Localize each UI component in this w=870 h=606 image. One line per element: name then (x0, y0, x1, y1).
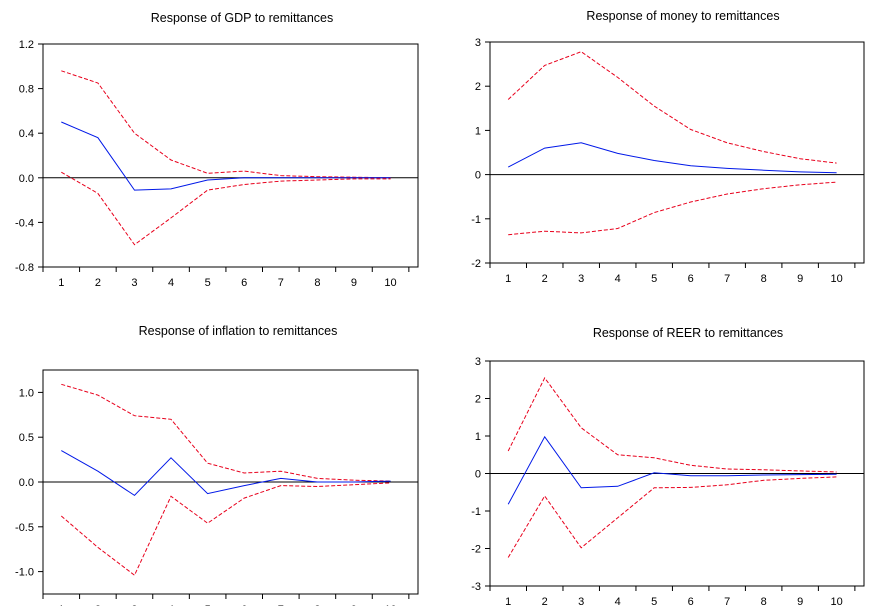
x-tick-label: 6 (241, 604, 247, 606)
x-tick-label: 3 (578, 273, 584, 285)
x-tick-label: 4 (168, 604, 174, 606)
x-tick-label: 9 (351, 277, 357, 289)
series-line-response (61, 121, 391, 191)
x-tick-label: 1 (505, 273, 511, 285)
x-tick-label: 9 (351, 604, 357, 606)
x-tick-label: 10 (384, 604, 396, 606)
chart-title: Response of REER to remittances (593, 326, 783, 340)
series-line-upper (61, 70, 391, 179)
y-tick-label: 1.2 (19, 39, 34, 51)
series-line-upper (507, 376, 837, 473)
y-tick-label: 2 (475, 394, 481, 406)
series-line-response (61, 450, 391, 497)
series-line-upper (507, 51, 837, 164)
x-tick-label: 7 (278, 277, 284, 289)
y-tick-label: -0.5 (15, 522, 34, 534)
y-tick-label: 0.5 (19, 432, 34, 444)
y-tick-label: 0.0 (19, 173, 34, 185)
chart-panel-4: Response of REER to remittances -3 -2 -1 0 1 2… (471, 326, 865, 606)
x-tick-label: 7 (724, 596, 730, 606)
x-tick-label: 6 (241, 277, 247, 289)
y-tick-label: 1.0 (19, 387, 34, 399)
x-tick-label: 2 (95, 604, 101, 606)
y-tick-label: -2 (471, 258, 481, 270)
x-tick-label: 8 (761, 596, 767, 606)
chart-panel-1: Response of GDP to remittances -0.8 -0.4 0.… (15, 11, 419, 289)
x-tick-label: 10 (831, 596, 843, 606)
x-tick-label: 1 (505, 596, 511, 606)
x-tick-label: 5 (205, 277, 211, 289)
y-tick-label: -3 (471, 581, 481, 593)
x-tick-label: 4 (168, 277, 174, 289)
plot-frame (489, 41, 865, 264)
y-tick-label: -0.8 (15, 262, 34, 274)
chart-title: Response of inflation to remittances (139, 324, 338, 338)
x-tick-label: 5 (651, 596, 657, 606)
chart-panel-3: Response of inflation to remittances -1.0… (15, 324, 419, 606)
series-line-response (507, 142, 837, 174)
y-tick-label: 0 (475, 170, 481, 182)
x-tick-label: 9 (797, 273, 803, 285)
chart-title: Response of money to remittances (586, 9, 779, 23)
y-tick-label: -1.0 (15, 567, 34, 579)
x-tick-label: 8 (314, 604, 320, 606)
x-tick-label: 1 (58, 604, 64, 606)
y-tick-label: -0.4 (15, 217, 34, 229)
y-tick-label: 0.4 (19, 128, 34, 140)
y-tick-label: 0 (475, 469, 481, 481)
series-line-lower (507, 476, 837, 558)
y-tick-label: 0.8 (19, 84, 34, 96)
x-tick-label: 2 (542, 273, 548, 285)
y-tick-label: 1 (475, 125, 481, 137)
x-tick-label: 9 (797, 596, 803, 606)
x-tick-label: 5 (205, 604, 211, 606)
x-tick-label: 6 (688, 273, 694, 285)
x-tick-label: 7 (278, 604, 284, 606)
x-tick-label: 2 (95, 277, 101, 289)
y-tick-label: 1 (475, 431, 481, 443)
x-tick-label: 4 (615, 273, 621, 285)
x-tick-label: 6 (688, 596, 694, 606)
x-tick-label: 2 (542, 596, 548, 606)
x-tick-label: 3 (131, 277, 137, 289)
x-tick-label: 3 (131, 604, 137, 606)
x-tick-label: 3 (578, 596, 584, 606)
x-tick-label: 8 (314, 277, 320, 289)
x-tick-label: 4 (615, 596, 621, 606)
x-tick-label: 10 (384, 277, 396, 289)
series-line-upper (61, 383, 391, 482)
x-tick-label: 8 (761, 273, 767, 285)
y-tick-label: -2 (471, 544, 481, 556)
y-tick-label: -1 (471, 506, 481, 518)
x-tick-label: 7 (724, 273, 730, 285)
y-tick-label: -1 (471, 214, 481, 226)
y-tick-label: 0.0 (19, 477, 34, 489)
chart-title: Response of GDP to remittances (151, 11, 334, 25)
x-tick-label: 5 (651, 273, 657, 285)
y-tick-label: 3 (475, 37, 481, 49)
plot-frame (42, 43, 419, 268)
series-line-response (507, 435, 837, 505)
y-tick-label: 3 (475, 356, 481, 368)
series-line-lower (61, 171, 391, 246)
series-line-lower (60, 482, 391, 576)
y-tick-label: 2 (475, 81, 481, 93)
chart-panel-2: Response of money to remittances -2 -1 0 1 2 3… (471, 9, 865, 285)
series-line-lower (508, 181, 837, 236)
x-tick-label: 10 (831, 273, 843, 285)
x-tick-label: 1 (58, 277, 64, 289)
